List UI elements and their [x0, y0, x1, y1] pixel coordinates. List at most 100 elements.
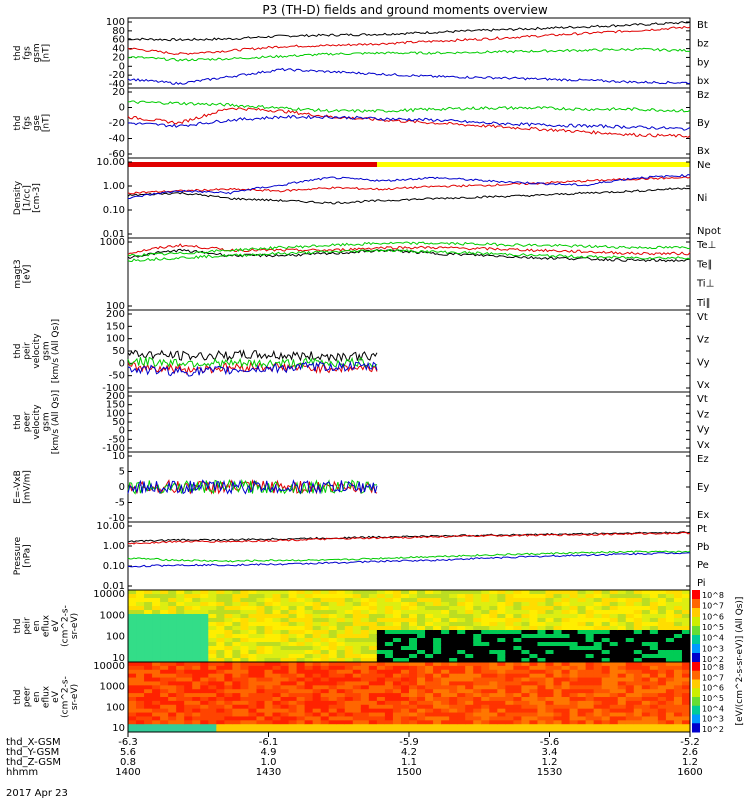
heatmap-cell	[505, 626, 514, 631]
heatmap-cell	[497, 697, 506, 702]
heatmap-cell	[128, 689, 137, 694]
heatmap-cell	[328, 704, 338, 710]
heatmap-cell	[473, 622, 482, 627]
heatmap-cell	[392, 728, 402, 733]
heatmap-cell	[425, 669, 434, 675]
heatmap-cell	[657, 673, 667, 679]
y-tick-label: 150	[106, 400, 125, 411]
heatmap-cell	[296, 642, 306, 647]
heatmap-cell	[537, 602, 546, 607]
heatmap-cell	[152, 602, 161, 607]
heatmap-cell	[288, 720, 298, 725]
heatmap-cell	[176, 594, 185, 599]
heatmap-cell	[641, 614, 651, 619]
heatmap-cell	[585, 669, 595, 675]
heatmap-cell	[673, 720, 683, 725]
heatmap-cell	[577, 594, 587, 599]
legend-label: Bt	[697, 20, 708, 31]
legend-label: Te⊥	[696, 240, 716, 251]
panel-y-label: eflux	[42, 685, 52, 708]
heatmap-cell	[200, 708, 209, 714]
heatmap-cell	[376, 626, 386, 631]
heatmap-cell	[417, 669, 426, 675]
heatmap-cell	[513, 728, 522, 733]
heatmap-cell	[256, 618, 265, 623]
heatmap-cell	[457, 634, 466, 639]
heatmap-cell	[344, 689, 354, 694]
y-tick-label: 0.01	[103, 581, 125, 592]
heatmap-cell	[489, 614, 498, 619]
heatmap-cell	[168, 610, 177, 615]
heatmap-cell	[360, 704, 370, 710]
heatmap-cell	[529, 590, 538, 595]
heatmap-cell	[208, 638, 217, 643]
y-tick-label: 100	[106, 301, 125, 312]
heatmap-cell	[521, 681, 530, 686]
colorbar-swatch	[692, 705, 700, 715]
heatmap-cell	[433, 677, 442, 682]
heatmap-cell	[184, 606, 193, 611]
heatmap-cell	[649, 610, 659, 615]
heatmap-cell	[633, 689, 643, 694]
heatmap-cell	[304, 704, 314, 710]
x-tick-label: -5.6	[540, 737, 560, 748]
x-tick-label: 1430	[256, 767, 281, 778]
heatmap-cell	[344, 712, 354, 717]
x-tick-label: 3.4	[542, 747, 558, 758]
heatmap-cell	[409, 728, 418, 733]
heatmap-cell	[601, 590, 611, 595]
heatmap-cell	[417, 614, 426, 619]
heatmap-cell	[465, 673, 474, 679]
heatmap-cell	[128, 704, 137, 710]
heatmap-cell	[569, 642, 579, 647]
heatmap-cell	[264, 685, 274, 690]
heatmap-cell	[320, 712, 330, 717]
heatmap-cell	[665, 708, 675, 714]
heatmap-cell	[593, 677, 603, 682]
heatmap-cell	[400, 634, 410, 639]
heatmap-cell	[216, 650, 225, 655]
heatmap-cell	[384, 618, 394, 623]
heatmap-cell	[376, 677, 386, 682]
x-tick-label: 1530	[537, 767, 562, 778]
heatmap-cell	[232, 606, 241, 611]
heatmap-cell	[168, 598, 177, 603]
heatmap-cell	[593, 704, 603, 710]
heatmap-cell	[272, 610, 282, 615]
heatmap-cell	[296, 665, 306, 671]
heatmap-cell	[649, 685, 659, 690]
heatmap-cell	[505, 654, 514, 659]
heatmap-cell	[633, 681, 643, 686]
heatmap-cell	[184, 708, 193, 714]
heatmap-cell	[384, 622, 394, 627]
heatmap-cell	[465, 606, 474, 611]
heatmap-cell	[400, 594, 410, 599]
heatmap-cell	[168, 618, 177, 623]
heatmap-cell	[489, 618, 498, 623]
heatmap-cell	[521, 724, 530, 729]
heatmap-cell	[136, 614, 145, 619]
heatmap-cell	[136, 665, 145, 671]
heatmap-cell	[673, 610, 683, 615]
heatmap-cell	[176, 716, 185, 721]
heatmap-cell	[561, 658, 571, 663]
heatmap-cell	[296, 673, 306, 679]
heatmap-cell	[673, 638, 683, 643]
heatmap-cell	[256, 697, 265, 702]
heatmap-cell	[617, 646, 627, 651]
y-tick-label: -100	[102, 443, 125, 454]
heatmap-cell	[352, 606, 362, 611]
heatmap-cell	[633, 630, 643, 635]
heatmap-cell	[473, 673, 482, 679]
heatmap-cell	[344, 594, 354, 599]
heatmap-cell	[128, 712, 137, 717]
heatmap-cell	[561, 708, 571, 714]
heatmap-cell	[248, 697, 257, 702]
heatmap-cell	[160, 610, 169, 615]
heatmap-cell	[489, 708, 498, 714]
heatmap-cell	[176, 650, 185, 655]
heatmap-cell	[232, 724, 241, 729]
heatmap-cell	[649, 622, 659, 627]
heatmap-cell	[665, 689, 675, 694]
heatmap-cell	[304, 618, 314, 623]
